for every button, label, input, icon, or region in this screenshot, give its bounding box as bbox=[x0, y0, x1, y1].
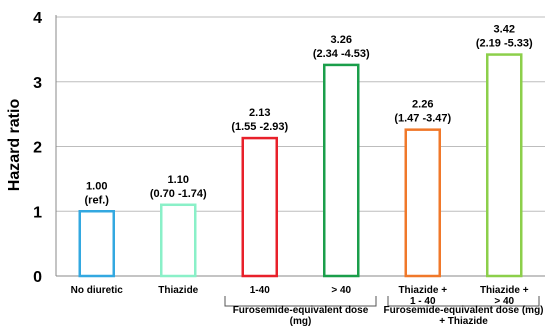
group-bracket bbox=[387, 296, 540, 307]
data-label: 2.26 bbox=[412, 99, 433, 111]
data-label: (ref.) bbox=[85, 194, 110, 206]
y-tick-label: 1 bbox=[33, 204, 42, 221]
data-label: 3.26 bbox=[331, 34, 352, 46]
data-label: 2.13 bbox=[249, 107, 270, 119]
x-tick-label: > 40 bbox=[331, 285, 351, 296]
y-axis-label: Hazard ratio bbox=[6, 99, 23, 192]
category-labels: No diuretic Thiazide 1-40 > 40 Thiazide +1 -… bbox=[71, 285, 529, 307]
y-tick-label: 2 bbox=[33, 140, 42, 157]
data-label: 1.10 bbox=[168, 174, 189, 186]
y-tick-label: 0 bbox=[33, 269, 42, 286]
data-label: (1.55 -2.93) bbox=[231, 121, 288, 133]
data-label: (1.47 -3.47) bbox=[394, 113, 451, 125]
bar bbox=[241, 136, 278, 278]
x-tick-label: Thiazide + bbox=[480, 285, 529, 296]
x-tick-label: Thiazide + bbox=[398, 285, 447, 296]
y-tick-label: 3 bbox=[33, 75, 42, 92]
data-label: (2.19 -5.33) bbox=[476, 38, 533, 50]
data-label: (2.34 -4.53) bbox=[313, 48, 370, 60]
x-tick-label: No diuretic bbox=[71, 285, 124, 296]
data-labels: 1.00 (ref.) 1.10 (0.70 -1.74) 2.13 (1.55 -2.9… bbox=[85, 24, 533, 207]
bar bbox=[323, 63, 360, 278]
x-tick-label: 1 - 40 bbox=[410, 296, 436, 307]
group-label: (mg) bbox=[290, 316, 312, 327]
group-labels: Furosemide-equivalent dose(mg) Furosemide… bbox=[224, 296, 544, 327]
bars bbox=[78, 53, 523, 278]
x-tick-label: > 40 bbox=[494, 296, 514, 307]
group-bracket bbox=[224, 296, 377, 307]
y-tick-label: 4 bbox=[33, 10, 42, 27]
axes: 0 1 2 3 4 bbox=[33, 10, 545, 286]
data-label: 3.42 bbox=[494, 24, 515, 36]
bar bbox=[486, 53, 523, 278]
data-label: 1.00 bbox=[86, 180, 107, 192]
bar bbox=[404, 128, 441, 278]
bar bbox=[78, 210, 115, 278]
group-label: Furosemide-equivalent dose (mg) bbox=[383, 305, 543, 316]
data-label: (0.70 -1.74) bbox=[150, 188, 207, 200]
bar bbox=[160, 203, 197, 278]
group-label: Furosemide-equivalent dose bbox=[233, 305, 369, 316]
x-tick-label: 1-40 bbox=[250, 285, 270, 296]
group-label: + Thiazide bbox=[439, 316, 488, 327]
gridlines bbox=[56, 16, 545, 212]
x-tick-label: Thiazide bbox=[158, 285, 198, 296]
